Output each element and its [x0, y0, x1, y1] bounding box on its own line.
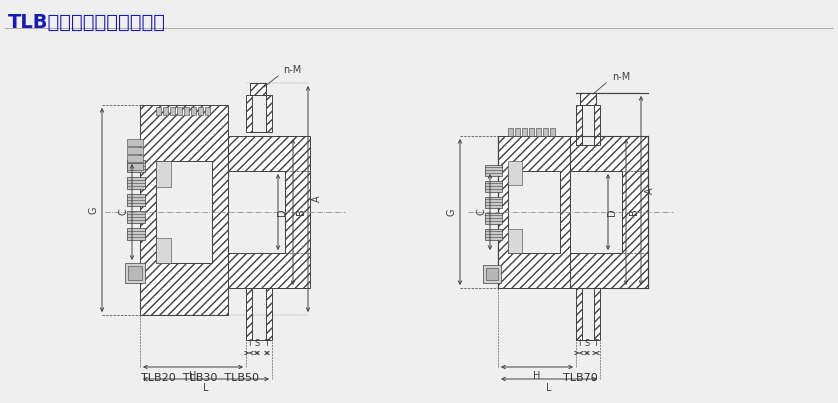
Bar	[246, 95, 272, 132]
Bar	[536, 128, 541, 136]
Bar	[140, 105, 228, 315]
Bar	[570, 136, 648, 288]
Bar	[156, 238, 171, 263]
Bar	[127, 194, 145, 206]
Text: B: B	[629, 209, 639, 215]
Bar	[508, 128, 513, 136]
Bar	[580, 93, 596, 105]
Text: T: T	[593, 339, 598, 349]
Bar	[483, 265, 501, 283]
Text: L: L	[204, 383, 209, 393]
Bar	[529, 128, 534, 136]
Bar	[156, 161, 212, 263]
Bar	[576, 105, 600, 145]
Bar	[576, 288, 600, 340]
Bar	[228, 136, 310, 288]
Bar	[485, 197, 502, 208]
Text: G: G	[446, 208, 456, 216]
Bar	[485, 229, 502, 240]
Text: S: S	[255, 339, 260, 349]
Bar	[252, 288, 266, 340]
Text: TLB经济钢珠型扭矩限制器: TLB经济钢珠型扭矩限制器	[8, 13, 166, 32]
Bar	[127, 177, 145, 189]
Text: I: I	[248, 339, 251, 349]
Text: T: T	[265, 339, 270, 349]
Bar	[543, 128, 548, 136]
Bar	[252, 95, 266, 132]
Bar	[508, 229, 522, 253]
Text: C: C	[476, 209, 486, 215]
Bar	[156, 161, 171, 187]
Bar	[485, 213, 502, 224]
Bar	[228, 171, 285, 253]
Text: A: A	[312, 196, 322, 202]
Bar	[127, 163, 143, 170]
Text: S: S	[584, 339, 590, 349]
Text: L: L	[546, 383, 551, 393]
Bar	[127, 211, 145, 223]
Bar	[522, 128, 527, 136]
Bar	[127, 160, 145, 172]
Bar	[485, 165, 502, 176]
Bar	[582, 288, 594, 340]
Text: n-M: n-M	[283, 65, 301, 75]
Text: D: D	[277, 208, 287, 216]
Bar	[508, 161, 522, 185]
Bar	[485, 181, 502, 192]
Bar	[127, 147, 143, 154]
Bar	[127, 155, 143, 162]
Bar	[163, 107, 168, 115]
Bar	[198, 107, 203, 115]
Text: D: D	[607, 208, 617, 216]
Text: TLB20  TLB30  TLB50: TLB20 TLB30 TLB50	[141, 373, 259, 383]
Bar	[508, 171, 560, 253]
Text: G: G	[88, 206, 98, 214]
Bar	[127, 228, 145, 240]
Bar	[582, 105, 594, 145]
Bar	[128, 266, 142, 280]
Bar	[177, 107, 182, 115]
Bar	[570, 171, 622, 253]
Bar	[184, 107, 189, 115]
Bar	[170, 107, 175, 115]
Text: n-M: n-M	[612, 72, 630, 82]
Bar	[550, 128, 555, 136]
Bar	[156, 107, 161, 115]
Bar	[250, 83, 266, 95]
Text: TLB70: TLB70	[562, 373, 597, 383]
Bar	[246, 288, 272, 340]
Bar	[498, 136, 570, 288]
Bar	[191, 107, 196, 115]
Bar	[127, 139, 143, 146]
Text: A: A	[645, 188, 655, 194]
Bar	[125, 263, 145, 283]
Bar	[486, 268, 498, 280]
Text: C: C	[118, 209, 128, 215]
Text: H: H	[189, 371, 197, 381]
Bar	[205, 107, 210, 115]
Bar	[515, 128, 520, 136]
Text: B: B	[296, 209, 306, 215]
Text: H: H	[533, 371, 541, 381]
Text: I: I	[577, 339, 580, 349]
